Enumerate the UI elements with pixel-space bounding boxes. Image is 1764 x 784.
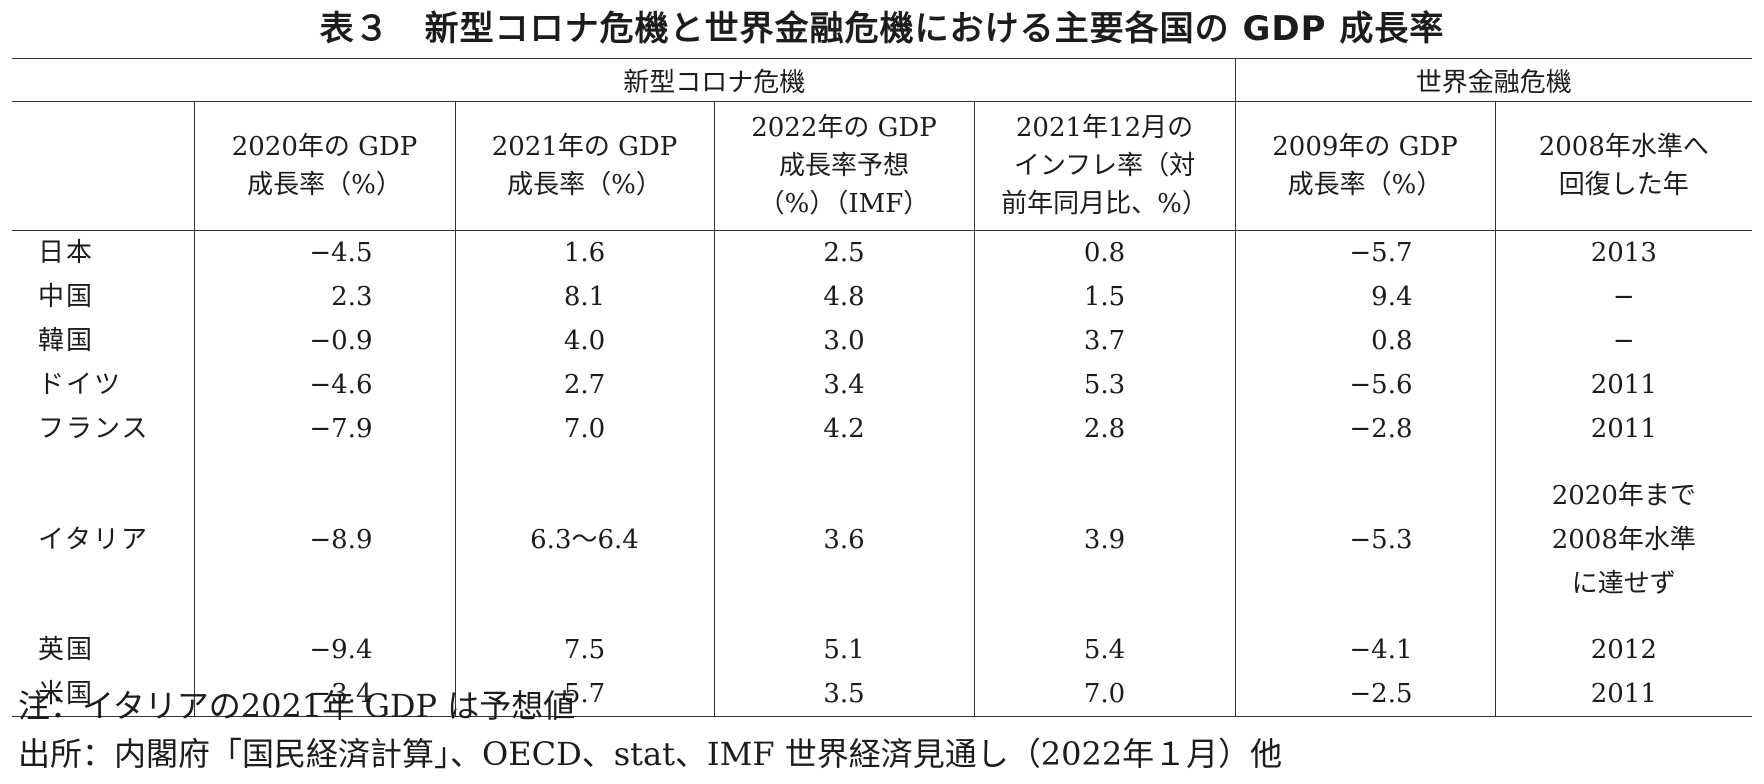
footnote-source: 出所：内閣府「国民経済計算」、OECD、stat、IMF 世界経済見通し（202… [18,735,1283,773]
table-row-uk: 英国 −9.4 7.5 5.1 5.4 −4.1 2012 [12,628,1752,672]
column-header-row: 2020年の GDP 成長率（%） 2021年の GDP 成長率（%） 2022… [12,101,1753,231]
recovery-year-cell: 2013 [1590,238,1657,268]
gdp-2022-forecast-cell: 3.0 [714,319,975,363]
column-header-gdp-2009: 2009年の GDP 成長率（%） [1235,101,1496,231]
table-row-germany: ドイツ −4.6 2.7 3.4 5.3 −5.6 2011 [12,363,1752,407]
gdp-2021-cell: 8.1 [455,275,715,319]
column-header-gdp-2022-forecast: 2022年の GDP 成長率予想 （%）（IMF） [714,101,975,231]
recovery-year-cell: 2011 [1590,370,1657,400]
gdp-2020-cell: 2.3 [194,275,456,319]
table-row-italy: イタリア −8.9 6.3〜6.4 3.6 3.9 −5.3 2020年まで 2… [12,451,1752,628]
gdp-2022-forecast-cell: 5.1 [714,628,975,672]
recovery-year-cell: 2020年まで 2008年水準 に達せず [1551,480,1696,599]
country-cell: 韓国 [12,319,195,363]
recovery-year-cell: − [1612,326,1635,356]
gdp-2009-cell: −4.1 [1235,628,1496,672]
gdp-2021-cell: 5.7 [455,672,715,717]
gdp-2009-cell: 0.8 [1235,319,1496,363]
gdp-2022-forecast-cell: 3.4 [714,363,975,407]
country-cell: ドイツ [12,363,195,407]
gdp-2020-cell: −9.4 [194,628,456,672]
gdp-2020-cell: −7.9 [194,407,456,451]
gdp-2021-cell: 6.3〜6.4 [455,451,715,628]
gdp-2021-cell: 4.0 [455,319,715,363]
country-cell: イタリア [12,451,195,628]
inflation-cell: 3.7 [974,319,1236,363]
group-header-gfc: 世界金融危機 [1235,58,1753,102]
inflation-cell: 0.8 [974,230,1236,275]
gdp-2020-cell: −8.9 [194,451,456,628]
gdp-2021-cell: 7.0 [455,407,715,451]
gdp-2022-forecast-cell: 4.2 [714,407,975,451]
inflation-cell: 7.0 [974,672,1236,717]
country-cell: 日本 [12,230,195,275]
gdp-2022-forecast-cell: 4.8 [714,275,975,319]
column-header-recovery-year: 2008年水準へ 回復した年 [1495,101,1753,231]
footnotes: 注：イタリアの2021年 GDP は予想値 出所：内閣府「国民経済計算」、OEC… [18,682,1282,778]
gdp-2009-cell: 9.4 [1235,275,1496,319]
table-row-us: 米国 −3.4 5.7 3.5 7.0 −2.5 2011 [12,672,1753,717]
group-header-blank [12,58,194,102]
country-cell: 中国 [12,275,195,319]
column-header-gdp-2021: 2021年の GDP 成長率（%） [455,101,715,231]
gdp-2009-cell: −5.3 [1235,451,1496,628]
gdp-2020-cell: −3.4 [194,672,456,717]
table-row-china: 中国 2.3 8.1 4.8 1.5 9.4 − [12,275,1752,319]
recovery-year-cell: 2012 [1590,635,1657,665]
gdp-2009-cell: −5.7 [1235,230,1496,275]
gdp-2022-forecast-cell: 3.5 [714,672,975,717]
table-title: 表３ 新型コロナ危機と世界金融危機における主要各国の GDP 成長率 [319,9,1445,49]
gdp-2022-forecast-cell: 2.5 [714,230,975,275]
gdp-2022-forecast-cell: 3.6 [714,451,975,628]
gdp-2020-cell: −4.6 [194,363,456,407]
inflation-cell: 1.5 [974,275,1236,319]
inflation-cell: 5.3 [974,363,1236,407]
country-cell: 米国 [12,672,195,717]
country-cell: 英国 [12,628,195,672]
gdp-2021-cell: 7.5 [455,628,715,672]
gdp-2021-cell: 2.7 [455,363,715,407]
gdp-2009-cell: −2.5 [1235,672,1496,717]
inflation-cell: 3.9 [974,451,1236,628]
column-header-country [12,101,195,231]
gdp-2020-cell: −4.5 [194,230,456,275]
recovery-year-cell: 2011 [1495,672,1753,717]
gdp-2009-cell: −5.6 [1235,363,1496,407]
country-cell: フランス [12,407,195,451]
gdp-2020-cell: −0.9 [194,319,456,363]
group-header-row: 新型コロナ危機 世界金融危機 [12,58,1753,102]
group-header-covid: 新型コロナ危機 [194,58,1236,102]
gdp-2021-cell: 1.6 [455,230,715,275]
gdp-2009-cell: −2.8 [1235,407,1496,451]
inflation-cell: 2.8 [974,407,1236,451]
inflation-cell: 5.4 [974,628,1236,672]
table-row-japan: 日本 −4.5 1.6 2.5 0.8 −5.7 2013 [12,230,1752,275]
recovery-year-cell: − [1612,282,1635,312]
table-row-france: フランス −7.9 7.0 4.2 2.8 −2.8 2011 [12,407,1752,451]
column-header-inflation-2021-dec: 2021年12月の インフレ率（対 前年同月比、%） [974,101,1236,231]
column-header-gdp-2020: 2020年の GDP 成長率（%） [194,101,456,231]
footnote-note: 注：イタリアの2021年 GDP は予想値 [18,687,576,725]
table-row-korea: 韓国 −0.9 4.0 3.0 3.7 0.8 − [12,319,1752,363]
gdp-growth-table: 新型コロナ危機 世界金融危機 2020年の GDP 成長率（%） 2021年の … [12,58,1753,717]
recovery-year-cell: 2011 [1590,414,1657,444]
